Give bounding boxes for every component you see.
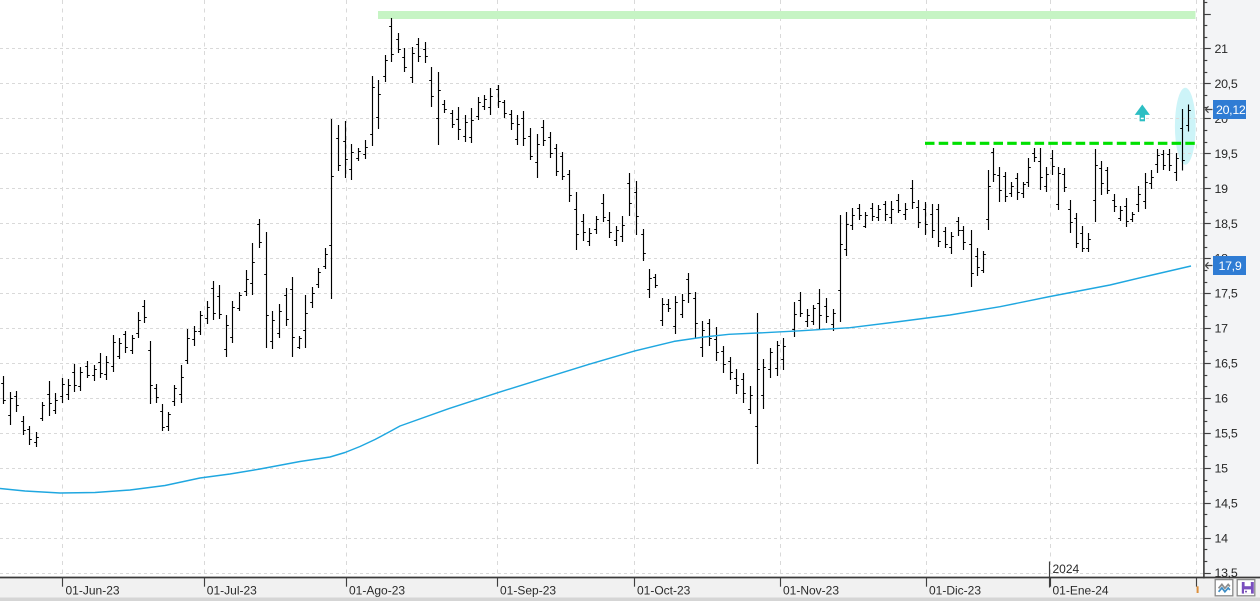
svg-text:01-Oct-23: 01-Oct-23 <box>637 583 691 597</box>
svg-text:01-Dic-23: 01-Dic-23 <box>929 583 981 597</box>
svg-text:17: 17 <box>1215 322 1229 336</box>
svg-text:20,5: 20,5 <box>1215 77 1238 91</box>
svg-text:13,5: 13,5 <box>1215 566 1238 580</box>
svg-text:01-Sep-23: 01-Sep-23 <box>500 583 556 597</box>
svg-text:01-Nov-23: 01-Nov-23 <box>783 583 839 597</box>
svg-text:14: 14 <box>1215 531 1229 545</box>
svg-text:20,12: 20,12 <box>1216 103 1246 117</box>
svg-text:2024: 2024 <box>1053 562 1080 576</box>
svg-text:01-Jul-23: 01-Jul-23 <box>207 583 257 597</box>
svg-text:21: 21 <box>1215 42 1229 56</box>
svg-text:17,9: 17,9 <box>1219 259 1242 273</box>
svg-text:16: 16 <box>1215 392 1229 406</box>
svg-text:19,5: 19,5 <box>1215 147 1238 161</box>
svg-text:15,5: 15,5 <box>1215 427 1238 441</box>
svg-text:01-Ago-23: 01-Ago-23 <box>349 583 405 597</box>
svg-text:14,5: 14,5 <box>1215 496 1238 510</box>
svg-text:01-Jun-23: 01-Jun-23 <box>66 583 120 597</box>
svg-text:17,5: 17,5 <box>1215 287 1238 301</box>
svg-text:16,5: 16,5 <box>1215 357 1238 371</box>
svg-text:19: 19 <box>1215 182 1229 196</box>
svg-text:18,5: 18,5 <box>1215 217 1238 231</box>
svg-text:01-Ene-24: 01-Ene-24 <box>1053 583 1109 597</box>
svg-text:15: 15 <box>1215 461 1229 475</box>
